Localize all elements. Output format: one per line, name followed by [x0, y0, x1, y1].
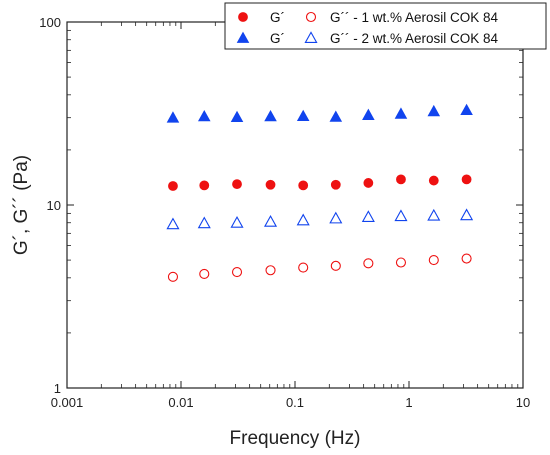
legend-marker — [236, 31, 250, 43]
data-point — [461, 253, 472, 264]
data-point — [230, 110, 244, 123]
data-point — [298, 180, 309, 191]
data-point — [428, 175, 439, 186]
legend-label: G´´ - 2 wt.% Aerosil COK 84 — [330, 31, 499, 46]
y-tick-label: 1 — [54, 381, 61, 396]
y-tick-label: 10 — [47, 198, 61, 213]
data-point — [395, 257, 407, 268]
data-point — [394, 209, 408, 222]
data-point — [363, 258, 374, 269]
data-point — [460, 208, 474, 221]
legend-label: G´´ - 1 wt.% Aerosil COK 84 — [330, 10, 499, 25]
legend-marker — [238, 12, 248, 22]
data-point — [296, 213, 310, 226]
data-point — [460, 103, 473, 115]
series-2 — [167, 253, 472, 282]
data-point — [298, 262, 309, 273]
data-point — [230, 216, 244, 228]
data-marks — [166, 103, 474, 282]
data-point — [330, 260, 341, 271]
data-point — [199, 268, 210, 279]
series-1 — [168, 174, 472, 191]
series-4 — [166, 208, 474, 230]
data-point — [461, 174, 472, 185]
data-point — [428, 255, 439, 266]
data-point — [167, 271, 179, 282]
data-point — [197, 216, 211, 229]
data-point — [329, 110, 343, 122]
data-point — [264, 109, 277, 122]
legend-label: G´ — [270, 31, 285, 46]
data-point — [197, 109, 211, 122]
legend-label: G´ — [270, 10, 285, 25]
data-point — [427, 104, 441, 117]
legend-box — [224, 2, 547, 50]
legend-marker — [305, 11, 317, 23]
data-point — [361, 210, 375, 223]
x-tick-label: 0.001 — [51, 395, 84, 410]
data-point — [396, 174, 406, 185]
data-point — [168, 181, 178, 191]
data-point — [427, 208, 441, 221]
legend: G´ G´´ - 1 wt.% Aerosil COK 84 G´ G´´ - 2 w… — [224, 2, 547, 50]
y-tick-label: 100 — [39, 15, 61, 30]
data-point — [263, 215, 278, 227]
data-point — [166, 111, 180, 123]
x-axis-title: Frequency (Hz) — [230, 428, 361, 449]
axes: 0.001 0.01 0.1 1 10 1 10 100 — [39, 15, 530, 410]
x-tick-label: 0.01 — [168, 395, 193, 410]
data-point — [296, 109, 310, 121]
data-point — [265, 265, 276, 276]
legend-marker — [304, 31, 318, 44]
data-point — [232, 179, 242, 190]
data-point — [231, 267, 243, 278]
plot-frame — [66, 21, 524, 389]
data-point — [199, 180, 210, 191]
data-point — [363, 178, 374, 188]
series-3 — [166, 103, 473, 123]
data-point — [394, 107, 408, 119]
data-point — [265, 179, 276, 190]
data-point — [330, 179, 341, 190]
data-point — [362, 108, 375, 120]
y-axis-title: G´, G´´ (Pa) — [11, 155, 32, 255]
x-tick-label: 0.1 — [286, 395, 304, 410]
data-point — [166, 217, 180, 230]
x-tick-label: 10 — [516, 395, 530, 410]
data-point — [329, 211, 343, 224]
x-tick-label: 1 — [405, 395, 412, 410]
